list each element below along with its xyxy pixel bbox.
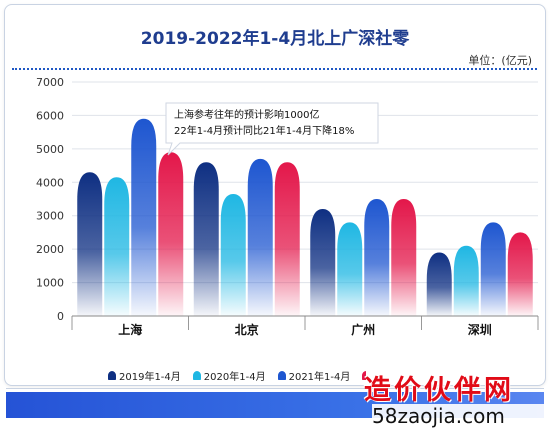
chart-title: 2019-2022年1-4月北上广深社零 — [140, 29, 410, 49]
y-tick-label: 6000 — [36, 109, 64, 122]
legend-marker — [108, 370, 116, 380]
footer-divider — [6, 388, 544, 393]
bar — [507, 232, 533, 316]
x-tick-label: 深圳 — [468, 322, 492, 337]
x-tick-label: 北京 — [235, 322, 259, 337]
bar — [158, 152, 184, 316]
legend-item: 2022年1-4月 — [362, 368, 366, 382]
axis-layer: 0 1000 2000 3000 4000 5000 6000 7000 上海 北京 广州 深圳 — [36, 76, 539, 337]
y-tick-label: 5000 — [36, 143, 64, 156]
y-tick-label: 1000 — [36, 277, 64, 290]
annotation-line-1: 上海参考往年的预计影响1000亿 — [174, 108, 319, 121]
watermark-url: 58zaojia.com — [372, 404, 546, 430]
bar — [220, 193, 246, 316]
bar — [274, 162, 300, 316]
watermark-logo-text: 造价伙伴网 — [364, 375, 514, 406]
annotation-line-2: 22年1-4月预计同比21年1-4月下降18% — [174, 124, 354, 137]
legend-marker — [277, 370, 286, 380]
y-tick-label: 0 — [57, 310, 64, 323]
bar — [426, 252, 452, 316]
y-tick-label: 3000 — [36, 210, 64, 223]
bar — [193, 162, 219, 316]
legend-label: 2020年1-4月 — [203, 371, 266, 383]
y-tick-label: 7000 — [36, 76, 64, 89]
bar — [131, 118, 157, 317]
bar — [310, 209, 336, 316]
legend-marker — [362, 370, 366, 380]
bars-layer — [77, 118, 533, 317]
legend-marker — [192, 370, 201, 380]
x-tick-label: 广州 — [351, 322, 375, 337]
bar — [247, 158, 273, 316]
y-tick-label: 2000 — [36, 243, 64, 256]
legend-label: 2021年1-4月 — [288, 371, 351, 383]
bar — [364, 199, 390, 316]
bar — [77, 172, 103, 316]
unit-label: 单位：(亿元) — [468, 54, 532, 67]
legend-item: 2019年1-4月 — [108, 368, 181, 382]
chart-legend: 2019年1-4月 2020年1-4月 2021年1-4月 2022年1-4月 — [108, 368, 366, 382]
bar — [480, 222, 506, 316]
title-divider — [12, 68, 537, 70]
annotation-callout — [165, 102, 379, 156]
x-tick-label: 上海 — [118, 322, 142, 337]
annotation-layer: 上海参考往年的预计影响1000亿 22年1-4月预计同比21年1-4月下降18% — [165, 102, 379, 156]
bar — [391, 199, 417, 316]
bar — [337, 222, 363, 316]
legend-label: 2019年1-4月 — [119, 371, 181, 383]
y-tick-label: 4000 — [36, 176, 64, 189]
bar — [104, 177, 130, 316]
legend-item: 2021年1-4月 — [277, 368, 351, 383]
bar — [453, 245, 479, 316]
legend-item: 2020年1-4月 — [192, 368, 266, 383]
